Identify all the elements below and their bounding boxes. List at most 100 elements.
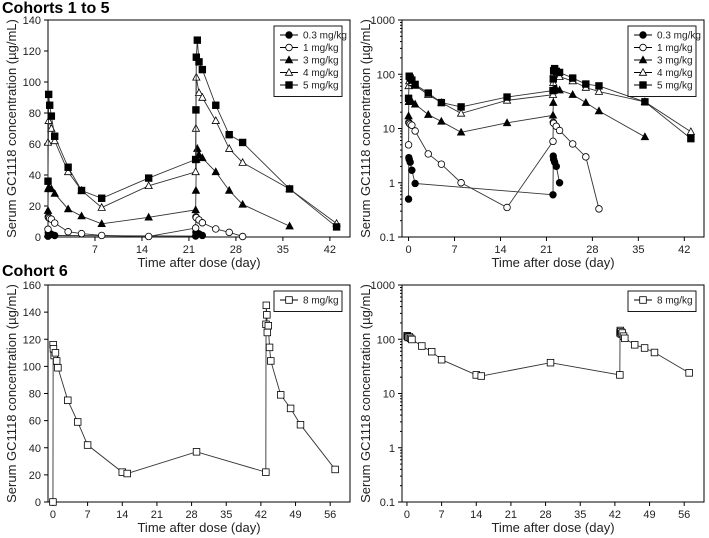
data-point xyxy=(437,355,446,364)
x-tick-label: 21 xyxy=(540,244,552,256)
data-point xyxy=(47,112,56,120)
x-axis-label: Time after dose (day) xyxy=(491,255,614,270)
data-point xyxy=(630,341,639,349)
data-point xyxy=(47,184,56,193)
x-tick-label: 14 xyxy=(494,244,506,256)
data-point xyxy=(616,371,624,379)
data-point xyxy=(97,202,106,211)
y-tick-label: 120 xyxy=(23,46,41,58)
data-point xyxy=(44,177,52,185)
data-point xyxy=(568,74,577,82)
data-point xyxy=(555,68,564,77)
data-point xyxy=(225,130,233,139)
data-point xyxy=(198,231,207,240)
data-point xyxy=(687,134,695,143)
data-point xyxy=(548,110,558,119)
data-point xyxy=(549,86,557,95)
legend-box xyxy=(627,290,697,312)
chart-cohorts-1-5-linear: 0 20 40 60 80 100 120 140 7 14 21 28 35 42 Time after … xyxy=(4,15,351,270)
x-tick-label: 35 xyxy=(632,244,644,256)
data-point xyxy=(552,162,560,171)
x-axis-label: Time after dose (day) xyxy=(491,520,614,535)
data-point xyxy=(404,94,413,103)
x-tick-label: 7 xyxy=(92,244,98,256)
data-point xyxy=(555,85,564,94)
y-tick-label: 10 xyxy=(383,124,395,136)
data-point xyxy=(144,232,153,241)
legend-label: 1 mg/kg xyxy=(303,43,339,54)
legend-label: 8 mg/kg xyxy=(303,296,339,307)
data-point xyxy=(97,194,106,202)
legend-label: 5 mg/kg xyxy=(303,81,339,92)
data-point xyxy=(594,106,604,115)
y-tick-label: 20 xyxy=(29,470,41,482)
data-point xyxy=(437,116,446,125)
data-point xyxy=(437,160,446,168)
data-point xyxy=(477,372,485,380)
data-point xyxy=(44,225,52,233)
x-tick-label: 21 xyxy=(505,509,517,521)
legend-marker xyxy=(285,81,293,89)
y-tick-label: 0.1 xyxy=(380,497,395,509)
x-tick-label: 14 xyxy=(470,509,482,521)
x-tick-label: 14 xyxy=(116,509,128,521)
x-tick-label: 35 xyxy=(574,509,586,521)
data-point xyxy=(456,108,466,117)
x-tick-label: 28 xyxy=(230,244,242,256)
data-point xyxy=(406,158,414,166)
data-point xyxy=(549,75,557,83)
data-point xyxy=(502,118,512,127)
series-line-1-mg-kg xyxy=(408,122,600,209)
title-cohorts-1-5: Cohorts 1 to 5 xyxy=(2,0,110,17)
x-tick-label: 42 xyxy=(255,509,267,521)
data-point xyxy=(503,203,511,212)
data-point xyxy=(52,357,61,365)
legend-label: 1 mg/kg xyxy=(657,43,693,54)
data-point xyxy=(503,93,511,101)
plot-frame xyxy=(47,284,351,503)
x-tick-label: 49 xyxy=(643,509,655,521)
data-point xyxy=(408,166,416,174)
y-tick-label: 0.1 xyxy=(380,232,395,244)
data-point xyxy=(411,127,419,135)
data-point xyxy=(437,98,446,107)
x-tick-label: 42 xyxy=(678,244,690,256)
data-point xyxy=(404,141,413,149)
chart-cohort-6-linear: 0 20 40 60 80 100 120 140 160 0 7 14 21 28 35 42 49 56 Tim… xyxy=(4,280,351,535)
data-point xyxy=(198,219,207,227)
legend-label: 0.3 mg/kg xyxy=(303,31,347,42)
x-tick-label: 56 xyxy=(324,509,336,521)
y-tick-label: 100 xyxy=(23,77,41,89)
legend-label: 5 mg/kg xyxy=(657,81,693,92)
data-point xyxy=(595,205,603,213)
x-tick-label: 28 xyxy=(586,244,598,256)
data-point xyxy=(83,441,92,449)
y-axis-label: Serum GC1118 concentration (µg/mL) xyxy=(358,19,373,238)
x-tick-label: 21 xyxy=(183,244,195,256)
data-point xyxy=(411,80,419,89)
data-point xyxy=(546,358,555,367)
data-point xyxy=(296,420,305,429)
data-point xyxy=(410,99,420,108)
legend-marker xyxy=(285,31,293,39)
data-point xyxy=(428,347,436,356)
data-point xyxy=(263,328,272,337)
data-point xyxy=(198,153,207,162)
data-point xyxy=(238,232,247,241)
y-tick-label: 60 xyxy=(29,139,41,151)
data-point xyxy=(594,86,604,95)
y-tick-label: 0 xyxy=(35,497,41,509)
data-point xyxy=(224,185,234,194)
data-point xyxy=(424,150,432,158)
x-axis-label: Time after dose (day) xyxy=(137,255,260,270)
legend-marker xyxy=(284,55,294,64)
data-point xyxy=(621,334,629,343)
data-point xyxy=(262,301,271,310)
x-tick-label: 7 xyxy=(439,509,445,521)
y-tick-label: 100 xyxy=(377,69,395,81)
data-point xyxy=(238,199,247,208)
x-tick-label: 35 xyxy=(220,509,232,521)
x-axis-label: Time after dose (day) xyxy=(137,520,260,535)
data-point xyxy=(225,228,233,237)
